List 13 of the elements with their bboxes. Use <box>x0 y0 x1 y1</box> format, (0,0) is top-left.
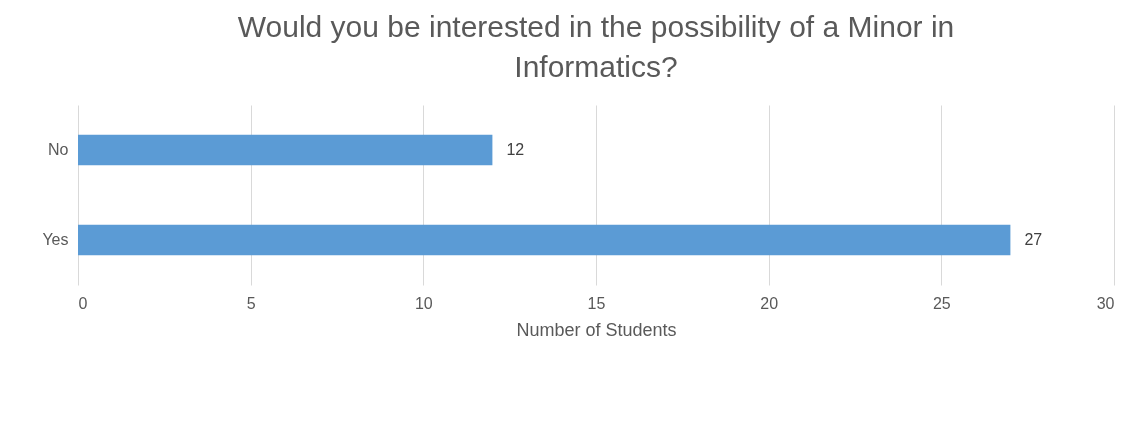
chart-title: Would you be interested in the possibility of a Minor in Informatics? <box>237 10 955 83</box>
data-label: 12 <box>506 141 525 158</box>
x-tick-label: 15 <box>587 294 606 312</box>
y-tick-label: No <box>48 141 69 158</box>
x-tick-label: 20 <box>760 294 779 312</box>
x-tick-label: 5 <box>246 294 256 312</box>
x-tick-label: 30 <box>1096 294 1115 312</box>
x-tick-label: 0 <box>78 294 88 312</box>
y-tick-label: Yes <box>42 231 69 248</box>
x-tick-label: 25 <box>932 294 951 312</box>
x-tick-label: 10 <box>414 294 433 312</box>
data-label: 27 <box>1024 231 1043 248</box>
x-axis-title: Number of Students <box>516 319 677 340</box>
